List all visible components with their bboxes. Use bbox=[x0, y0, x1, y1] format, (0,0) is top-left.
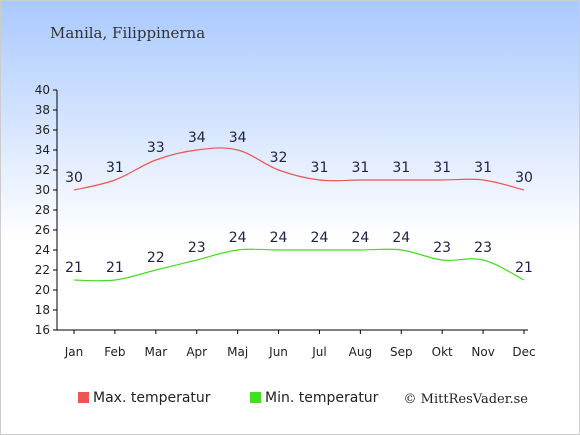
max-data-label: 31 bbox=[311, 160, 329, 176]
y-tick-label: 20 bbox=[35, 283, 50, 297]
max-data-label: 31 bbox=[474, 160, 492, 176]
max-data-label: 34 bbox=[188, 130, 206, 146]
max-data-label: 33 bbox=[147, 140, 165, 156]
y-tick-label: 28 bbox=[35, 203, 50, 217]
y-tick-label: 18 bbox=[35, 303, 50, 317]
max-data-label: 31 bbox=[392, 160, 410, 176]
y-tick-label: 38 bbox=[35, 103, 50, 117]
x-tick-label: Jun bbox=[268, 345, 288, 359]
min-data-label: 24 bbox=[270, 230, 288, 246]
y-tick-label: 24 bbox=[35, 243, 50, 257]
x-tick-label: Nov bbox=[471, 345, 494, 359]
max-data-label: 30 bbox=[65, 170, 83, 186]
min-data-label: 21 bbox=[65, 260, 83, 276]
chart-title: Manila, Filippinerna bbox=[50, 24, 205, 42]
min-data-label: 24 bbox=[311, 230, 329, 246]
min-data-label: 24 bbox=[229, 230, 247, 246]
credit-text: © MittResVader.se bbox=[404, 392, 529, 407]
min-data-label: 23 bbox=[474, 240, 492, 256]
max-legend-label: Max. temperatur bbox=[93, 390, 211, 406]
y-tick-label: 40 bbox=[35, 83, 50, 97]
min-data-label: 21 bbox=[515, 260, 533, 276]
min-data-label: 24 bbox=[392, 230, 410, 246]
axes: 16 18 20 22 24 26 28 30 32 34 36 38 40 Jan Feb Mar Apr Ma… bbox=[35, 83, 536, 359]
max-data-label: 30 bbox=[515, 170, 533, 186]
min-data-label: 24 bbox=[351, 230, 369, 246]
x-tick-label: Mar bbox=[144, 345, 167, 359]
min-data-label: 22 bbox=[147, 250, 165, 266]
x-tick-label: Sep bbox=[390, 345, 413, 359]
data-labels: 30 31 33 34 34 32 31 31 31 31 31 30 21 21 22 23 24 24 24 24… bbox=[65, 130, 533, 276]
max-data-label: 32 bbox=[270, 150, 288, 166]
y-tick-label: 16 bbox=[35, 323, 50, 337]
y-tick-label: 34 bbox=[35, 143, 50, 157]
series-lines bbox=[73, 147, 525, 282]
y-tick-label: 36 bbox=[35, 123, 50, 137]
min-data-label: 23 bbox=[433, 240, 451, 256]
x-tick-label: Aug bbox=[349, 345, 372, 359]
x-tick-label: Jan bbox=[64, 345, 84, 359]
min-data-label: 23 bbox=[188, 240, 206, 256]
legend: Max. temperatur Min. temperatur bbox=[78, 390, 379, 406]
min-temperature-line bbox=[73, 248, 525, 282]
y-tick-label: 32 bbox=[35, 163, 50, 177]
max-data-label: 31 bbox=[351, 160, 369, 176]
max-data-label: 31 bbox=[433, 160, 451, 176]
min-legend-label: Min. temperatur bbox=[265, 390, 379, 406]
y-tick-label: 26 bbox=[35, 223, 50, 237]
x-tick-label: Dec bbox=[512, 345, 535, 359]
x-tick-label: Maj bbox=[227, 345, 248, 359]
max-data-label: 34 bbox=[229, 130, 247, 146]
max-temperature-line bbox=[73, 147, 525, 191]
x-tick-label: Okt bbox=[432, 345, 453, 359]
x-tick-label: Feb bbox=[104, 345, 125, 359]
x-tick-label: Apr bbox=[186, 345, 207, 359]
min-legend-swatch bbox=[250, 392, 261, 403]
max-data-label: 31 bbox=[106, 160, 124, 176]
y-tick-label: 30 bbox=[35, 183, 50, 197]
min-data-label: 21 bbox=[106, 260, 124, 276]
max-legend-swatch bbox=[78, 392, 89, 403]
x-tick-label: Jul bbox=[311, 345, 326, 359]
y-tick-label: 22 bbox=[35, 263, 50, 277]
